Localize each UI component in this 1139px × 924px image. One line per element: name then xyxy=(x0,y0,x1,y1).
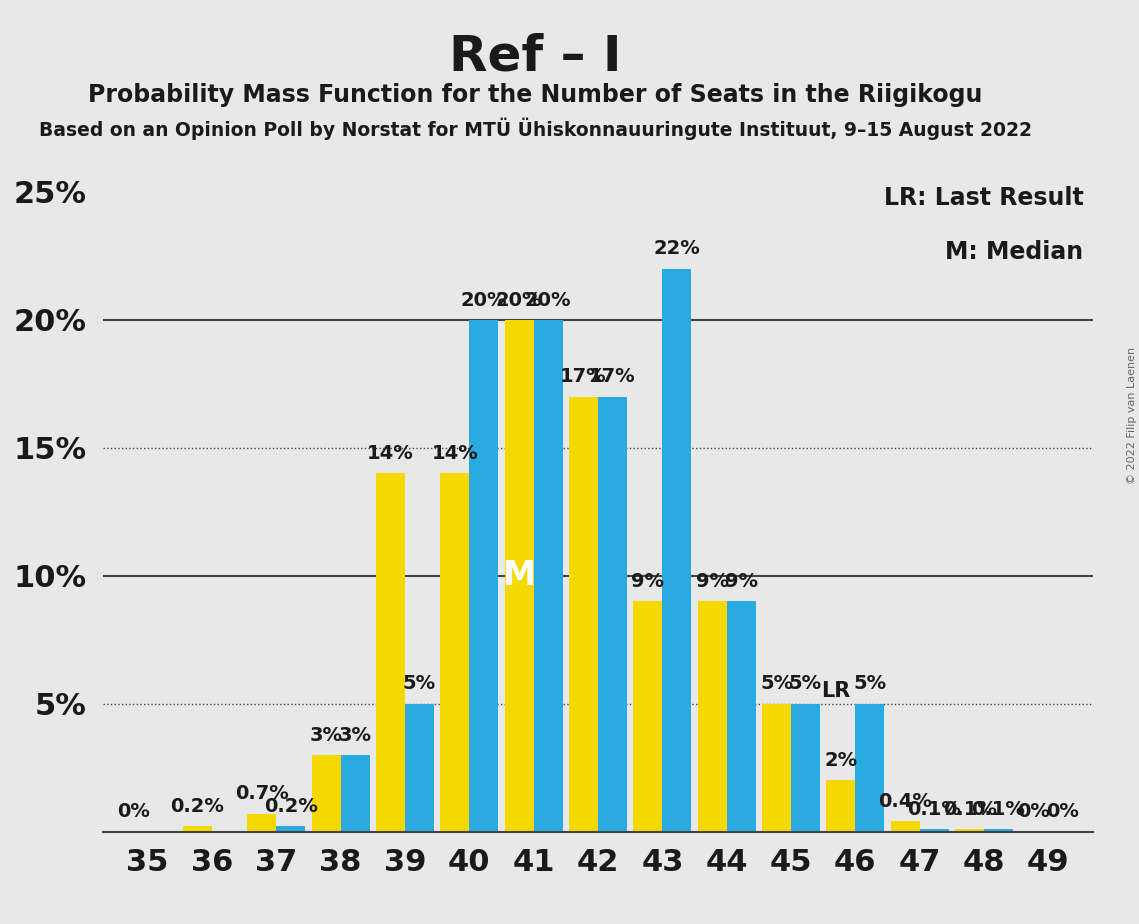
Bar xyxy=(762,704,790,832)
Text: 17%: 17% xyxy=(560,368,607,386)
Text: Probability Mass Function for the Number of Seats in the Riigikogu: Probability Mass Function for the Number… xyxy=(88,83,983,107)
Text: 3%: 3% xyxy=(338,725,371,745)
Text: 17%: 17% xyxy=(589,368,636,386)
Bar xyxy=(790,704,820,832)
Text: 2%: 2% xyxy=(825,751,858,771)
Text: 0%: 0% xyxy=(1047,802,1080,821)
Bar xyxy=(633,602,662,832)
Text: M: M xyxy=(502,559,535,592)
Bar xyxy=(855,704,884,832)
Bar xyxy=(277,826,305,832)
Text: 22%: 22% xyxy=(654,239,700,259)
Text: 5%: 5% xyxy=(789,675,822,693)
Bar xyxy=(376,473,405,832)
Bar xyxy=(956,829,984,832)
Bar xyxy=(698,602,727,832)
Bar xyxy=(984,829,1013,832)
Bar xyxy=(312,755,341,832)
Text: 0.1%: 0.1% xyxy=(943,800,997,819)
Bar xyxy=(469,320,498,832)
Text: 0%: 0% xyxy=(1017,802,1050,821)
Text: LR: Last Result: LR: Last Result xyxy=(884,187,1083,211)
Bar xyxy=(727,602,755,832)
Bar xyxy=(247,814,277,832)
Text: 3%: 3% xyxy=(310,725,343,745)
Bar xyxy=(662,269,691,832)
Text: 0.7%: 0.7% xyxy=(235,784,288,804)
Text: 14%: 14% xyxy=(367,444,413,463)
Text: Ref – I: Ref – I xyxy=(449,32,622,80)
Bar xyxy=(598,396,626,832)
Text: 0%: 0% xyxy=(116,802,149,821)
Text: 0.4%: 0.4% xyxy=(878,792,932,811)
Text: M: Median: M: Median xyxy=(945,239,1083,263)
Text: 20%: 20% xyxy=(460,291,507,310)
Text: Based on an Opinion Poll by Norstat for MTÜ Ühiskonnauuringute Instituut, 9–15 A: Based on an Opinion Poll by Norstat for … xyxy=(39,117,1032,140)
Bar xyxy=(827,781,855,832)
Text: 20%: 20% xyxy=(525,291,572,310)
Text: 0.2%: 0.2% xyxy=(171,797,224,816)
Bar xyxy=(183,826,212,832)
Bar xyxy=(891,821,919,832)
Text: 9%: 9% xyxy=(696,572,729,591)
Text: 14%: 14% xyxy=(432,444,478,463)
Text: 5%: 5% xyxy=(403,675,436,693)
Text: 0.1%: 0.1% xyxy=(908,800,961,819)
Text: 5%: 5% xyxy=(853,675,886,693)
Text: © 2022 Filip van Laenen: © 2022 Filip van Laenen xyxy=(1126,347,1137,484)
Text: 5%: 5% xyxy=(760,675,793,693)
Bar xyxy=(534,320,563,832)
Bar xyxy=(919,829,949,832)
Bar xyxy=(405,704,434,832)
Text: LR: LR xyxy=(821,681,851,701)
Text: 0.2%: 0.2% xyxy=(264,797,318,816)
Bar xyxy=(341,755,369,832)
Text: 0.1%: 0.1% xyxy=(972,800,1025,819)
Bar xyxy=(570,396,598,832)
Text: 20%: 20% xyxy=(495,291,542,310)
Text: 9%: 9% xyxy=(724,572,757,591)
Bar xyxy=(441,473,469,832)
Text: 9%: 9% xyxy=(631,572,664,591)
Bar xyxy=(505,320,534,832)
